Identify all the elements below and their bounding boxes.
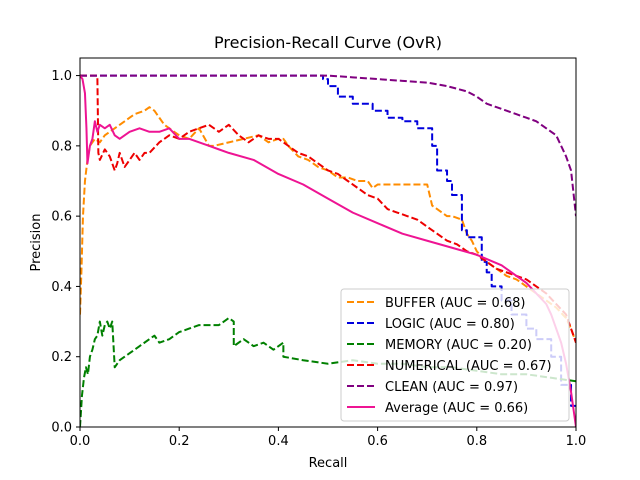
series-line-2: [80, 317, 576, 427]
legend-label-4: CLEAN (AUC = 0.97): [385, 380, 518, 395]
series-layer: [80, 74, 576, 427]
legend-label-0: BUFFER (AUC = 0.68): [385, 296, 526, 311]
y-tick-label: 0.6: [51, 210, 72, 225]
legend-box: [340, 288, 570, 422]
x-tick-label: 1.0: [566, 434, 587, 449]
legend-label-3: NUMERICAL (AUC = 0.67): [385, 359, 552, 374]
y-axis-ticks: 0.0 0.2 0.4 0.6 0.8 1.0: [51, 69, 80, 436]
x-tick-label: 0.4: [268, 434, 289, 449]
legend-label-2: MEMORY (AUC = 0.20): [385, 338, 532, 353]
series-line-4: [80, 74, 576, 217]
x-tick-label: 0.8: [466, 434, 487, 449]
chart-title: Precision-Recall Curve (OvR): [214, 33, 442, 52]
y-axis-label: Precision: [29, 213, 44, 271]
series-line-0: [80, 106, 576, 343]
y-tick-label: 1.0: [51, 69, 72, 84]
x-tick-label: 0.6: [367, 434, 388, 449]
legend-label-5: Average (AUC = 0.66): [385, 401, 528, 416]
x-tick-label: 0.0: [70, 434, 91, 449]
legend: BUFFER (AUC = 0.68) LOGIC (AUC = 0.80) MEM…: [340, 288, 570, 422]
series-line-1: [80, 74, 576, 407]
y-tick-label: 0.2: [51, 350, 72, 365]
x-tick-label: 0.2: [169, 434, 190, 449]
x-axis-ticks: 0.0 0.2 0.4 0.6 0.8 1.0: [70, 427, 587, 449]
legend-label-1: LOGIC (AUC = 0.80): [385, 317, 515, 332]
series-line-5: [80, 74, 576, 427]
y-tick-label: 0.0: [51, 421, 72, 436]
y-tick-label: 0.4: [51, 280, 72, 295]
y-tick-label: 0.8: [51, 139, 72, 154]
x-axis-label: Recall: [309, 456, 348, 471]
plot-frame: [79, 57, 577, 428]
